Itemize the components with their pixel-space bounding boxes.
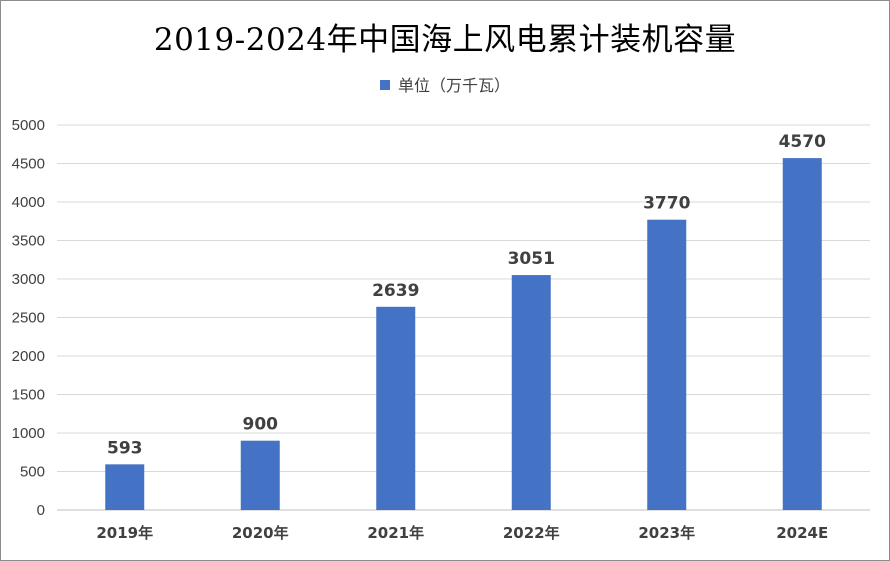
bar — [647, 219, 687, 510]
bar — [511, 275, 551, 510]
y-tick-label: 1000 — [12, 425, 45, 442]
x-tick-label: 2019年 — [96, 524, 153, 542]
y-axis-ticks: 0 500 1000 1500 2000 2500 3000 3500 4000 4500 5000 — [12, 117, 45, 519]
bar — [105, 464, 145, 510]
chart-legend: 单位（万千瓦） — [0, 72, 890, 96]
y-tick-label: 2000 — [12, 348, 45, 365]
y-tick-label: 2500 — [12, 310, 45, 327]
data-label: 900 — [243, 415, 279, 435]
data-label: 593 — [107, 438, 143, 458]
y-tick-label: 4000 — [12, 194, 45, 211]
x-tick-label: 2024E — [776, 524, 828, 542]
legend-label: 单位（万千瓦） — [397, 76, 510, 95]
y-tick-label: 500 — [20, 464, 45, 481]
bar — [240, 440, 280, 510]
y-tick-label: 1500 — [12, 387, 45, 404]
x-tick-label: 2023年 — [638, 524, 695, 542]
y-tick-label: 5000 — [12, 117, 45, 134]
data-label: 3051 — [508, 249, 555, 269]
x-axis-ticks: 2019年 2020年 2021年 2022年 2023年 2024E — [96, 524, 828, 542]
data-label: 2639 — [372, 281, 419, 301]
x-tick-label: 2020年 — [232, 524, 289, 542]
data-label: 4570 — [779, 132, 826, 152]
bar — [782, 158, 822, 511]
chart-title: 2019-2024年中国海上风电累计装机容量 — [153, 22, 737, 58]
y-tick-label: 4500 — [12, 156, 45, 173]
bars — [105, 158, 822, 511]
y-tick-label: 3000 — [12, 271, 45, 288]
data-label: 3770 — [643, 194, 690, 214]
data-labels: 593 900 2639 3051 3770 4570 — [107, 132, 826, 458]
y-tick-label: 3500 — [12, 233, 45, 250]
y-tick-label: 0 — [37, 502, 45, 519]
legend-swatch — [379, 80, 390, 90]
bar — [376, 306, 416, 510]
x-tick-label: 2021年 — [367, 524, 424, 542]
grid-lines — [57, 124, 870, 511]
x-tick-label: 2022年 — [503, 524, 560, 542]
